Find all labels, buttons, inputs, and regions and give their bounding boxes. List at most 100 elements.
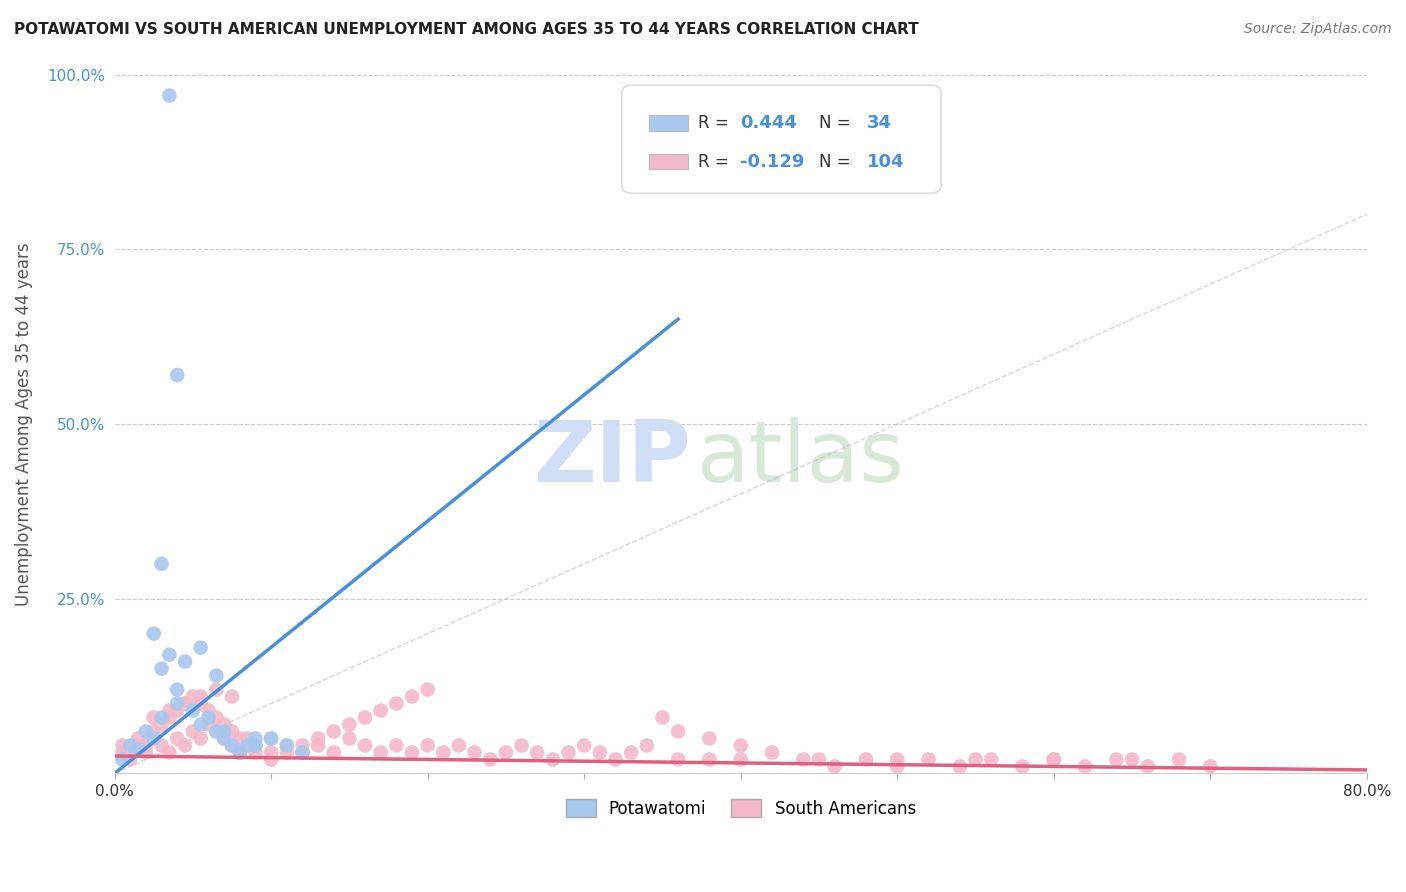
Point <box>447 739 470 753</box>
Point <box>142 731 165 746</box>
Point <box>886 752 908 766</box>
Point <box>917 752 939 766</box>
Point <box>150 739 173 753</box>
Point <box>221 724 243 739</box>
Point <box>111 746 134 760</box>
Point <box>166 704 188 718</box>
Point <box>1011 759 1033 773</box>
Text: R =: R = <box>697 114 734 132</box>
Point <box>510 739 533 753</box>
Point <box>792 752 814 766</box>
Point <box>276 739 298 753</box>
Point <box>111 752 134 766</box>
Point <box>401 690 423 704</box>
Point <box>221 690 243 704</box>
Point <box>541 752 564 766</box>
Point <box>464 746 486 760</box>
Point <box>1042 752 1064 766</box>
Point <box>339 731 361 746</box>
Point <box>949 759 972 773</box>
Point <box>699 752 721 766</box>
Point <box>432 746 454 760</box>
Point <box>135 746 157 760</box>
Point <box>980 752 1002 766</box>
Text: atlas: atlas <box>697 417 905 500</box>
Point <box>730 739 752 753</box>
Point <box>150 662 173 676</box>
Text: POTAWATOMI VS SOUTH AMERICAN UNEMPLOYMENT AMONG AGES 35 TO 44 YEARS CORRELATION : POTAWATOMI VS SOUTH AMERICAN UNEMPLOYMEN… <box>14 22 918 37</box>
Point <box>354 710 377 724</box>
Point <box>557 746 579 760</box>
Point <box>1136 759 1159 773</box>
Point <box>651 710 673 724</box>
Point <box>181 704 204 718</box>
Point <box>761 746 783 760</box>
Text: N =: N = <box>820 114 856 132</box>
Point <box>1105 752 1128 766</box>
Point <box>666 752 689 766</box>
Point <box>416 682 439 697</box>
Point <box>495 746 517 760</box>
Point <box>291 746 314 760</box>
Point <box>370 746 392 760</box>
Point <box>166 697 188 711</box>
Point <box>886 759 908 773</box>
Point <box>120 752 142 766</box>
Point <box>157 88 180 103</box>
Point <box>190 731 212 746</box>
Point <box>212 717 235 731</box>
Point <box>1199 759 1222 773</box>
Point <box>142 626 165 640</box>
Point <box>354 739 377 753</box>
Point <box>197 710 219 724</box>
Point <box>291 739 314 753</box>
Point <box>620 746 643 760</box>
Point <box>142 710 165 724</box>
Point <box>205 682 228 697</box>
Point <box>636 739 658 753</box>
Text: N =: N = <box>820 153 856 170</box>
Point <box>197 717 219 731</box>
Point <box>370 704 392 718</box>
Legend: Potawatomi, South Americans: Potawatomi, South Americans <box>558 792 922 824</box>
Point <box>824 759 846 773</box>
Text: 0.444: 0.444 <box>741 114 797 132</box>
Point <box>212 731 235 746</box>
Point <box>157 746 180 760</box>
Point <box>229 746 252 760</box>
Point <box>142 724 165 739</box>
Point <box>589 746 612 760</box>
Point <box>322 724 344 739</box>
Point <box>150 717 173 731</box>
Point <box>229 746 252 760</box>
Point <box>205 724 228 739</box>
Point <box>212 731 235 746</box>
Point <box>174 697 197 711</box>
Point <box>142 731 165 746</box>
Point <box>605 752 627 766</box>
Point <box>236 731 259 746</box>
Point <box>190 697 212 711</box>
Point <box>229 746 252 760</box>
Point <box>1168 752 1191 766</box>
Point <box>190 640 212 655</box>
Point <box>260 731 283 746</box>
Point <box>157 710 180 724</box>
Point <box>120 746 142 760</box>
Point <box>111 739 134 753</box>
Point <box>276 739 298 753</box>
Point <box>190 690 212 704</box>
Point <box>385 697 408 711</box>
Point <box>190 717 212 731</box>
Point <box>150 710 173 724</box>
Point <box>807 752 830 766</box>
Point <box>236 739 259 753</box>
Y-axis label: Unemployment Among Ages 35 to 44 years: Unemployment Among Ages 35 to 44 years <box>15 242 32 606</box>
Point <box>245 731 267 746</box>
Point <box>157 648 180 662</box>
Point <box>307 739 329 753</box>
Point <box>205 724 228 739</box>
Point <box>245 739 267 753</box>
Point <box>855 752 877 766</box>
Point <box>135 739 157 753</box>
